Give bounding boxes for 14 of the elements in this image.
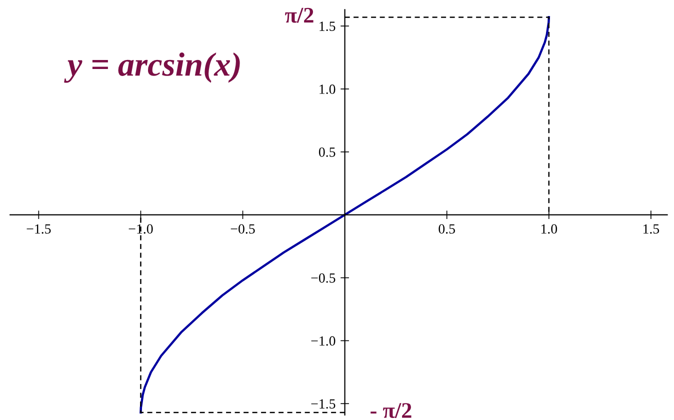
x-tick-label: −0.5 [230, 224, 255, 234]
y-tick-label: 1.0 [320, 84, 336, 94]
text: y = arcsin(x) [64, 52, 240, 83]
y-tick-label: 1.5 [320, 22, 336, 32]
x-tick-label: −1.5 [26, 224, 51, 234]
x-tick-label: 1.5 [643, 224, 660, 234]
y-tick-label: 0.5 [318, 147, 336, 157]
y-tick-label: −1.5 [311, 399, 336, 409]
y-tick-label: −1.0 [311, 336, 336, 346]
x-tick-label: 0.5 [438, 224, 455, 234]
y-tick-label: −0.5 [311, 273, 336, 283]
annotation: - π/2 [370, 403, 412, 418]
x-tick-label: 1.0 [541, 224, 558, 234]
annotation: π/2 [285, 8, 314, 23]
